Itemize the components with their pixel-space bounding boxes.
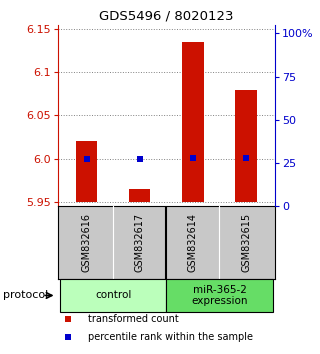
Bar [166, 279, 273, 312]
Text: GSM832615: GSM832615 [241, 213, 251, 272]
Bar [129, 189, 150, 202]
Text: control: control [95, 291, 132, 301]
Bar [60, 279, 166, 312]
Text: GSM832617: GSM832617 [135, 213, 145, 272]
Text: GSM832616: GSM832616 [82, 213, 92, 272]
Text: percentile rank within the sample: percentile rank within the sample [88, 332, 253, 342]
Bar [182, 42, 204, 202]
Text: protocol: protocol [3, 291, 48, 301]
Text: transformed count: transformed count [88, 314, 179, 324]
Text: GSM832614: GSM832614 [188, 213, 198, 272]
Bar [76, 141, 97, 202]
Text: miR-365-2
expression: miR-365-2 expression [191, 285, 248, 306]
Bar [236, 90, 257, 202]
Title: GDS5496 / 8020123: GDS5496 / 8020123 [99, 9, 234, 22]
